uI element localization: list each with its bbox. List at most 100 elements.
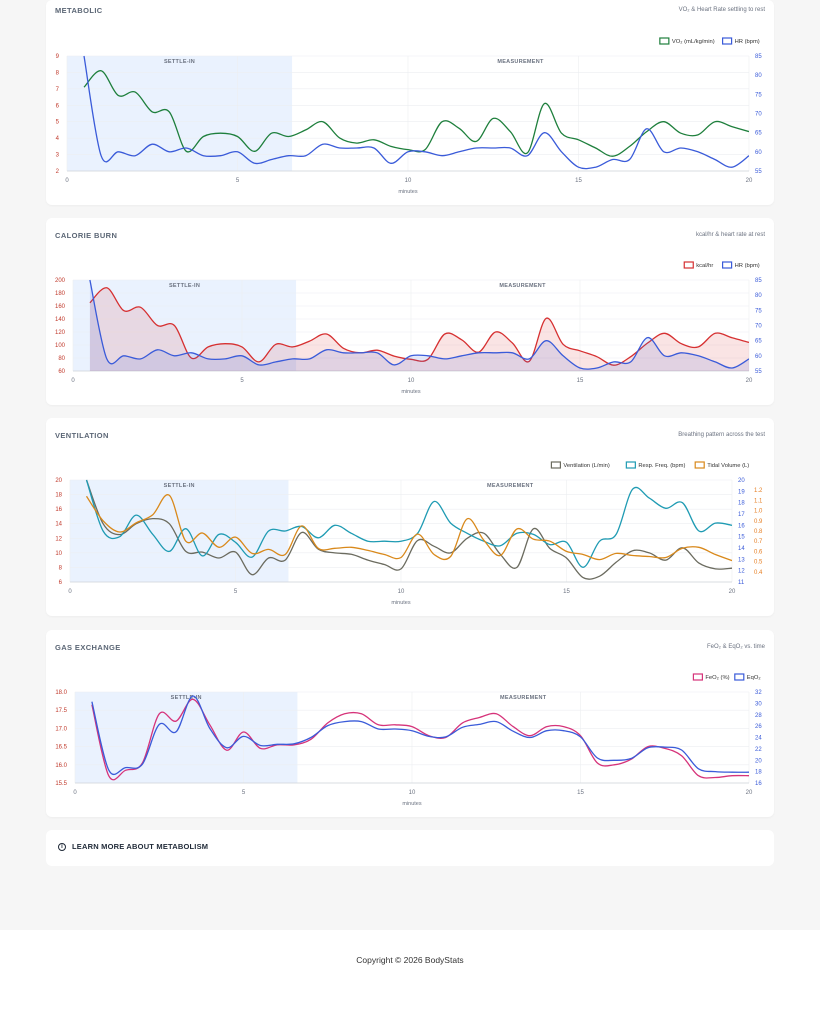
info-icon: i [58,842,66,851]
ventilation-chart: SETTLE-IN MEASUREMENT68101214161820111213… [55,461,763,606]
x-tick-label: 5 [236,178,240,184]
series-line [85,479,732,580]
card-title: GAS EXCHANGE [55,643,121,652]
y2-tick-label: 28 [755,713,762,719]
card-title: CALORIE BURN [55,231,118,240]
legend-swatch [659,37,670,45]
y-tick-label: 5 [56,120,60,126]
y-tick-label: 140 [55,317,66,323]
phase-label: MEASUREMENT [499,283,546,289]
calorie-burn-chart: SETTLE-IN MEASUREMENT60801001201401601802… [55,261,762,395]
y-tick-label: 2 [56,169,60,175]
y2-tick-label: 17 [738,512,745,518]
y-tick-label: 16.0 [55,763,67,769]
x-tick-label: 20 [746,378,753,384]
y-tick-label: 15.5 [55,781,67,787]
x-axis-label: minutes [402,801,422,807]
legend-label: EqO₂ [747,675,761,681]
y3-tick-label: 1.0 [754,509,763,515]
x-tick-label: 5 [234,589,238,595]
y3-tick-label: 0.7 [754,539,763,545]
legend-label: HR (bpm) [735,263,760,269]
settle-in-band [73,280,297,371]
y2-tick-label: 85 [755,54,762,60]
legend-swatch [721,261,733,269]
y2-tick-label: 26 [755,724,762,730]
y3-tick-label: 0.9 [754,519,763,525]
x-tick-label: 20 [746,178,753,184]
x-tick-label: 20 [746,790,753,796]
y2-tick-label: 32 [755,690,762,696]
y-tick-label: 18.0 [55,690,67,696]
y-tick-label: 200 [55,278,66,284]
y2-tick-label: 18 [738,501,745,507]
learn-more-link[interactable]: i LEARN MORE ABOUT METABOLISM [58,842,208,851]
series-line [91,695,749,775]
gas-exchange-card: GAS EXCHANGE FeO₂ & EqO₂ vs. time SETTLE… [46,630,774,817]
y2-tick-label: 16 [755,781,762,787]
y-tick-label: 12 [55,536,62,542]
y2-tick-label: 20 [755,758,762,764]
y2-tick-label: 24 [755,736,762,742]
y2-tick-label: 30 [755,701,762,707]
y2-tick-label: 13 [738,557,745,563]
y2-tick-label: 12 [738,569,745,575]
y2-tick-label: 80 [755,73,762,79]
x-tick-label: 15 [577,790,584,796]
settle-in-band [70,480,289,582]
y-tick-label: 180 [55,291,66,297]
y3-tick-label: 0.6 [754,549,763,555]
x-tick-label: 15 [563,589,570,595]
card-subtitle: FeO₂ & EqO₂ vs. time [706,644,765,650]
phase-label: MEASUREMENT [487,483,534,489]
legend-swatch [734,673,745,681]
x-tick-label: 15 [575,178,582,184]
x-tick-label: 5 [240,378,244,384]
x-tick-label: 0 [71,378,75,384]
y-tick-label: 14 [55,522,62,528]
y-tick-label: 20 [55,478,62,484]
y-tick-label: 160 [55,304,66,310]
metabolic-chart: SETTLE-IN MEASUREMENT 2 3 4 5 6 7 8 9 55 60 65 70 75 80… [56,37,762,195]
x-axis-label: minutes [391,600,411,606]
y-tick-label: 4 [56,136,60,142]
card-title: METABOLIC [55,6,103,15]
y2-tick-label: 14 [738,546,745,552]
card-title: VENTILATION [55,431,109,440]
y2-tick-label: 85 [755,278,762,284]
calorie-burn-card: CALORIE BURN kcal/hr & heart rate at res… [46,218,774,405]
copyright-text: Copyright © 2026 BodyStats [356,955,464,965]
legend-label: Resp. Freq. (bpm) [638,463,685,469]
y-tick-label: 6 [59,580,63,586]
phase-label: SETTLE-IN [169,283,200,289]
x-tick-label: 5 [242,790,246,796]
y-tick-label: 18 [55,493,62,499]
y-tick-label: 8 [59,565,63,571]
x-tick-label: 20 [729,589,736,595]
ventilation-card: VENTILATION Breathing pattern across the… [46,418,774,616]
legend-label: Ventilation (L/min) [563,463,609,469]
series-line [85,479,732,568]
y2-tick-label: 65 [755,131,762,137]
y-tick-label: 6 [56,103,60,109]
y3-tick-label: 0.8 [754,529,763,535]
y2-tick-label: 19 [738,489,745,495]
phase-label: MEASUREMENT [497,59,544,65]
y-tick-label: 17.5 [55,708,67,714]
y2-tick-label: 60 [755,354,762,360]
x-tick-label: 0 [65,178,69,184]
y2-tick-label: 55 [755,169,762,175]
legend-label: kcal/hr [696,263,713,269]
legend-swatch [721,37,733,45]
learn-more-card: i LEARN MORE ABOUT METABOLISM [46,830,774,866]
y2-tick-label: 70 [755,324,762,330]
learn-more-label: LEARN MORE ABOUT METABOLISM [72,842,209,851]
y-tick-label: 10 [55,551,62,557]
x-axis-label: minutes [401,389,421,395]
card-subtitle: VO₂ & Heart Rate settling to rest [678,7,765,13]
y-tick-label: 8 [56,70,60,76]
y-tick-label: 16.5 [55,745,67,751]
x-tick-label: 10 [398,589,405,595]
series-line [89,279,749,370]
y-tick-label: 16 [55,507,62,513]
